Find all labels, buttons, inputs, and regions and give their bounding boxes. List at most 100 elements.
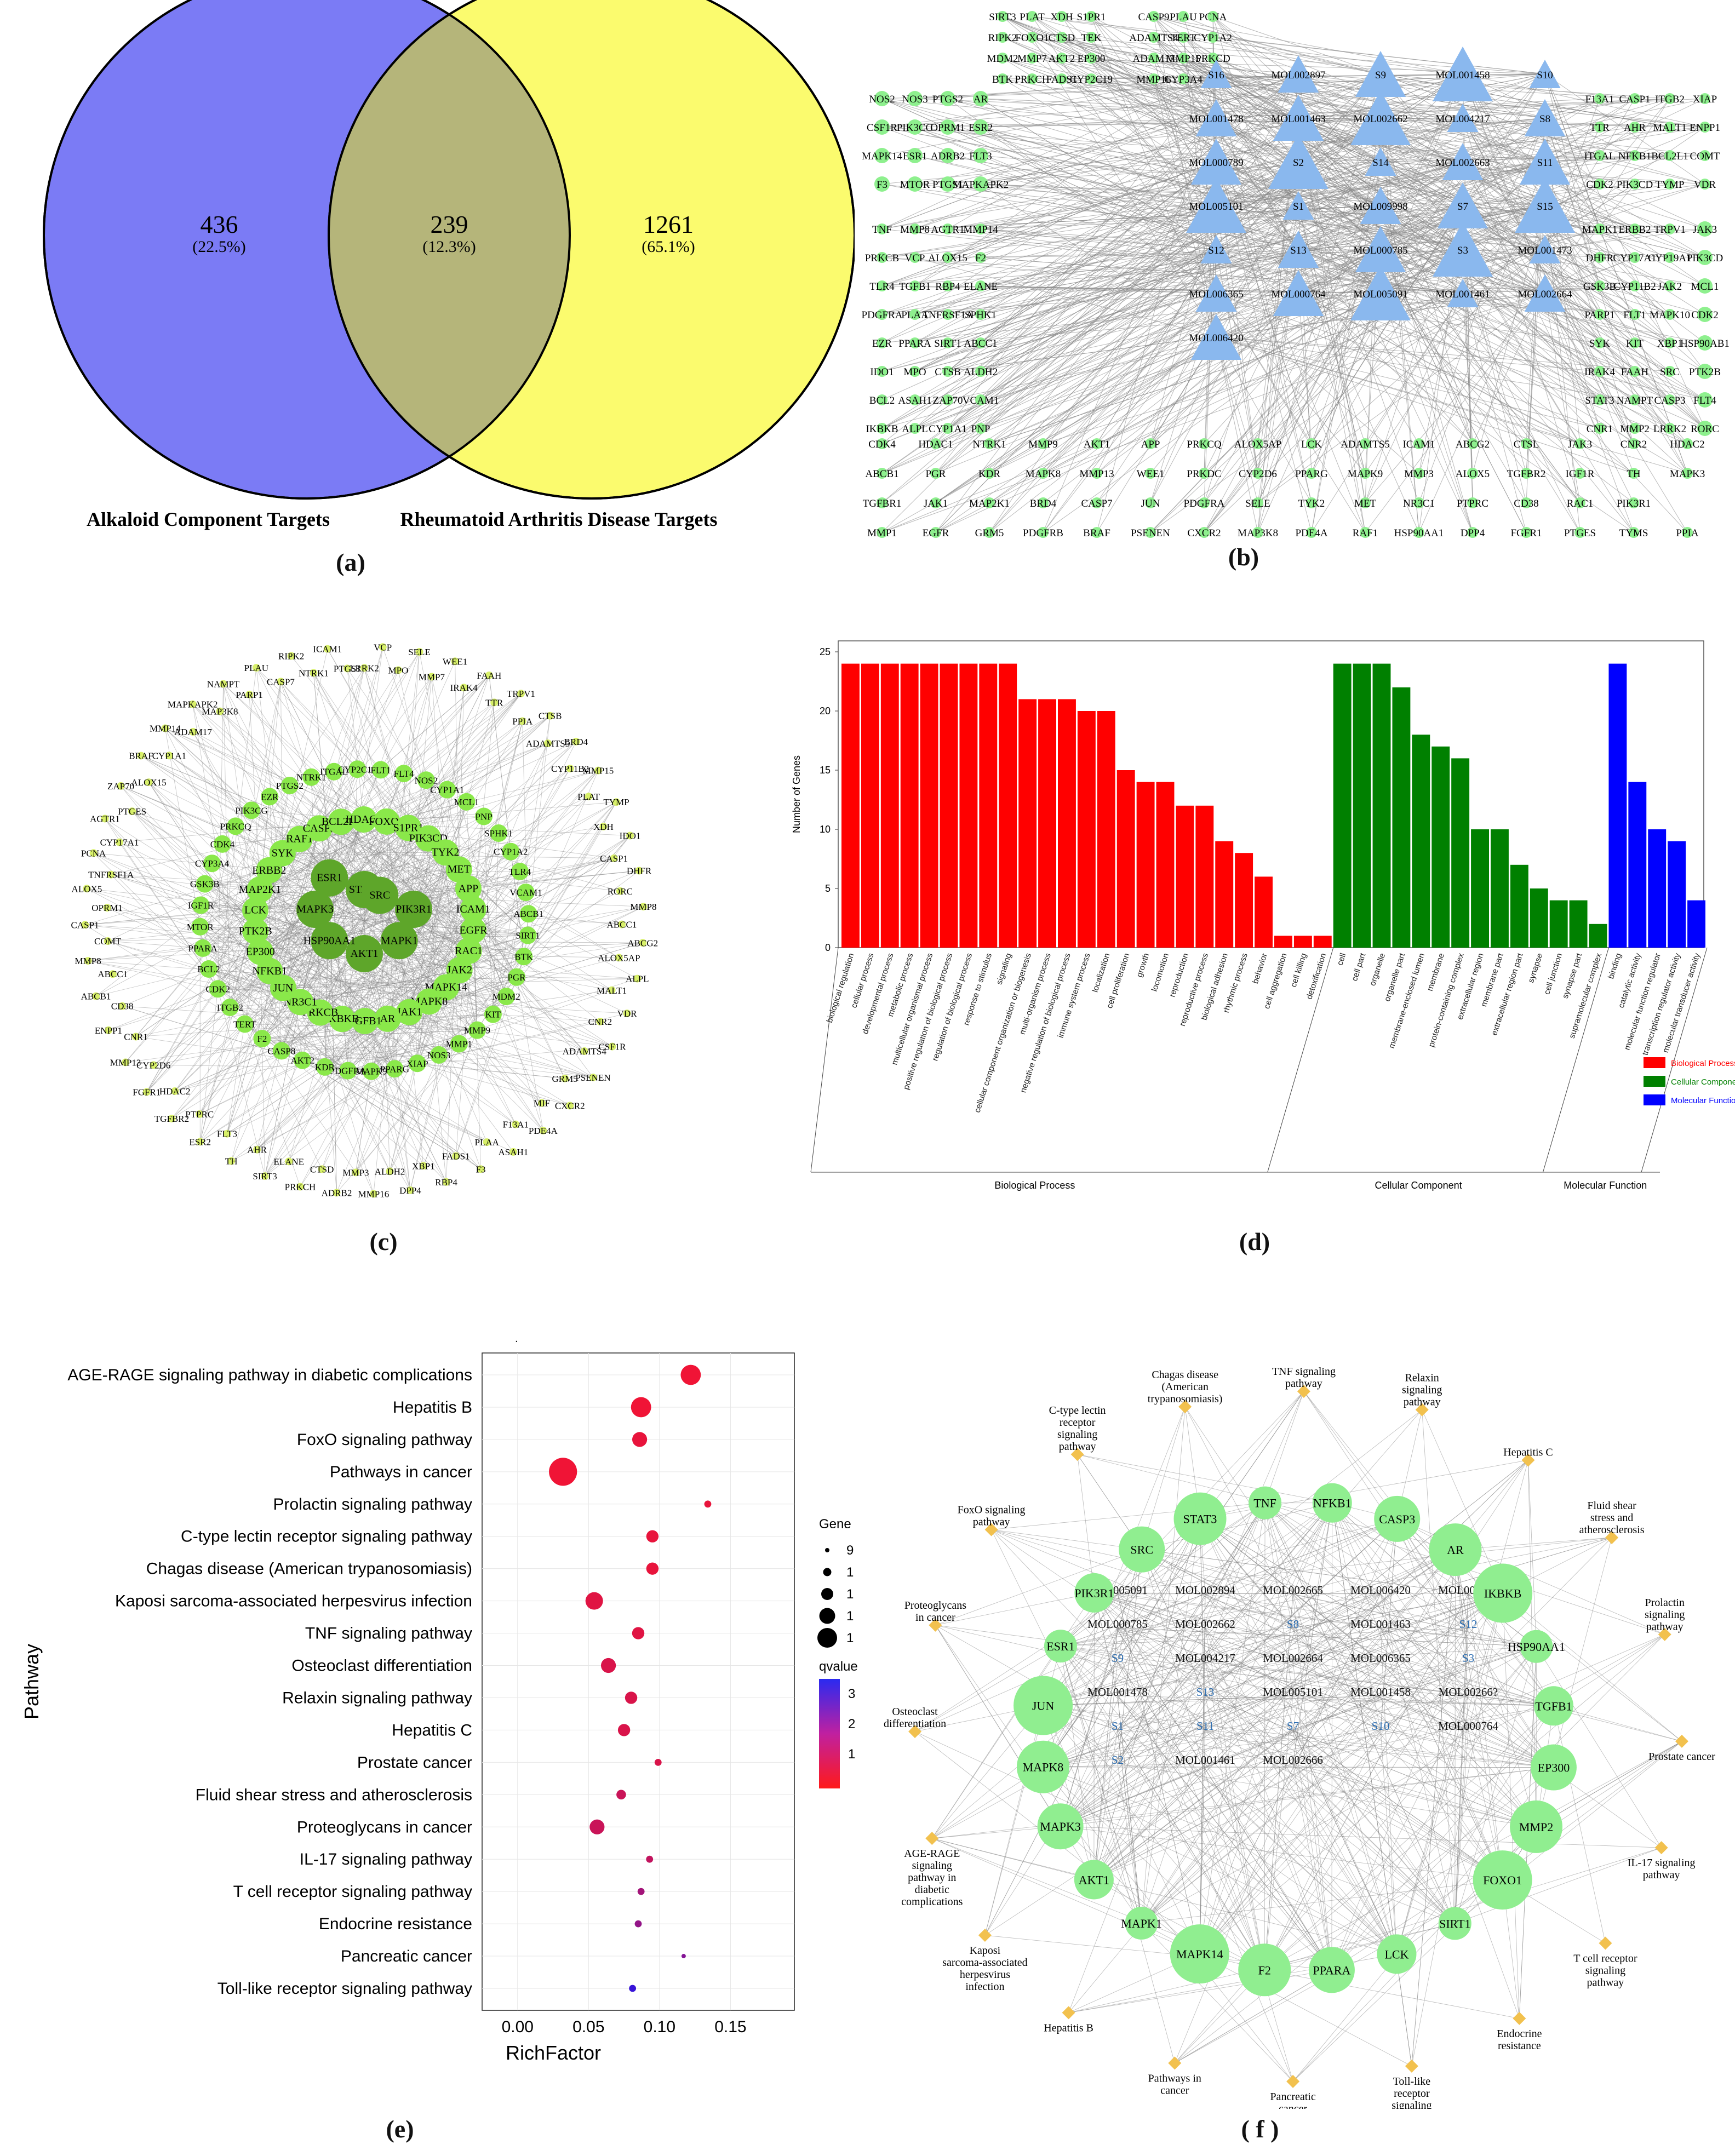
- gene-node-dot: [942, 252, 953, 263]
- ppi-node-dot: [639, 939, 647, 947]
- ppi-node-dot: [213, 835, 231, 853]
- pathway-label: Prostate cancer: [357, 1753, 472, 1771]
- gene-node-label: NOS2: [869, 94, 895, 105]
- ppi-node-label: CNR1: [124, 1031, 147, 1042]
- ppi-node: MPO: [388, 665, 409, 675]
- compound-node: S16: [1200, 60, 1232, 88]
- ppi-node-dot: [572, 737, 580, 746]
- pathway-label: cancer: [1160, 2084, 1189, 2096]
- gene-node: SELE: [1245, 497, 1270, 509]
- ppi-node-dot: [361, 876, 399, 914]
- gene-node-label: ALPL: [902, 423, 928, 435]
- panel-label-e: (e): [386, 2115, 414, 2143]
- compound-node: S13: [1278, 231, 1319, 268]
- target-node-dot: [1074, 1860, 1114, 1900]
- gene-node-dot: [1148, 73, 1159, 84]
- ppi-node-label: MMP8: [630, 902, 656, 912]
- ppi-node: RBP4: [435, 1177, 457, 1188]
- ppi-node: BCL2: [197, 960, 220, 978]
- gene-node-dot: [874, 91, 890, 106]
- pathway-label: Endocrine resistance: [319, 1915, 472, 1933]
- gene-node-label: AR: [974, 94, 988, 105]
- ppi-node: AR: [374, 1005, 401, 1032]
- gene-node-label: PTGS2: [932, 94, 963, 105]
- target-node: AKT1: [1074, 1860, 1114, 1900]
- compound-node: MOL001461: [1435, 279, 1490, 307]
- gene-node: MAP2K1: [969, 497, 1010, 509]
- pathway-label: pathway in: [908, 1872, 956, 1884]
- pathway-label: cancer: [1279, 2103, 1308, 2109]
- gene-node-dot: [909, 394, 920, 405]
- gene-node: FLT3: [969, 148, 992, 163]
- compound-triangle: [1190, 139, 1242, 185]
- ppi-node-label: XIAP: [406, 1058, 428, 1069]
- bar: [861, 663, 879, 948]
- ppi-node: NTRK1: [299, 668, 329, 678]
- gene-node: CYP3A4: [1164, 73, 1203, 85]
- ppi-node-dot: [245, 690, 254, 698]
- ppi-node-dot: [517, 884, 535, 902]
- ppi-node-dot: [306, 815, 333, 842]
- target-node-label: HSP90AA1: [1508, 1640, 1565, 1654]
- gene-node: SRC: [1660, 366, 1680, 378]
- gene-node: PRKCQ: [1187, 438, 1222, 450]
- gene-node-dot: [1252, 438, 1263, 449]
- gene-node-label: STAT3: [1585, 395, 1614, 406]
- ppi-node: HDAC2: [159, 1086, 191, 1097]
- pathway-dot: [629, 1985, 637, 1992]
- pathway-label: Pathways in: [1148, 2072, 1201, 2084]
- compound-node: MOL009998: [1353, 187, 1408, 224]
- gene-node-label: ADAM17: [1132, 53, 1175, 65]
- ppi-node-label: ICAM1: [456, 903, 490, 915]
- ppi-node-dot: [460, 684, 468, 692]
- ppi-node-label: ALDH2: [375, 1166, 405, 1177]
- ppi-node-label: ERBB2: [252, 864, 286, 876]
- gene-node: AR: [973, 91, 988, 106]
- pathway-label: pathway: [1643, 1869, 1680, 1881]
- pathway-label: T cell receptor signaling pathway: [233, 1883, 472, 1901]
- ppi-node: MMP8: [75, 956, 101, 966]
- ppi-node-dot: [247, 938, 274, 965]
- gene-node: PNP: [971, 423, 990, 435]
- ppi-node-label: PIK3CD: [409, 833, 448, 845]
- pathway-marker: [1297, 1385, 1310, 1398]
- gene-node-dot: [1038, 468, 1049, 479]
- compound-label: MOL004217: [1435, 113, 1490, 125]
- gene-node-label: F13A1: [1585, 94, 1614, 105]
- compound-node: MOL001463: [1271, 95, 1326, 141]
- gene-node: BCL2: [869, 394, 895, 406]
- gene-node-dot: [1682, 438, 1693, 449]
- bar: [841, 663, 860, 948]
- y-tick-label: 15: [820, 765, 831, 776]
- compound-triangle: [1200, 60, 1232, 88]
- gene-node: MAPKAPK2: [953, 176, 1009, 192]
- gene-node-dot: [877, 527, 887, 538]
- compound-triangle: [1433, 47, 1493, 101]
- ppi-node-label: ABCB1: [513, 909, 543, 919]
- ppi-node-label: CTSD: [310, 1164, 334, 1174]
- ppi-node-label: F2: [257, 1034, 267, 1044]
- gene-node-dot: [1594, 150, 1605, 161]
- gene-node-dot: [1178, 11, 1189, 22]
- gene-node-dot: [1594, 179, 1605, 190]
- ppi-node-label: PRKCH: [285, 1182, 316, 1192]
- gene-node-dot: [1413, 438, 1424, 449]
- compound-label: MOL001458: [1350, 1685, 1411, 1699]
- gene-node-label: CYP2C19: [1070, 74, 1113, 85]
- compound-node: MOL002664: [1518, 274, 1572, 312]
- ppi-node: FAAH: [477, 670, 501, 681]
- gene-node-dot: [1697, 307, 1713, 322]
- gene-node-dot: [1574, 527, 1585, 538]
- gene-node-label: CD38: [1514, 498, 1538, 509]
- gene-node: ALOX5AP: [1234, 438, 1281, 450]
- ppi-node-label: CYP17A1: [100, 838, 139, 848]
- gene-node-label: TTR: [1590, 122, 1610, 134]
- gene-node-label: MMP1: [867, 527, 897, 539]
- gene-node-dot: [930, 527, 941, 538]
- ppi-node: CNR2: [588, 1017, 612, 1027]
- gene-node-dot: [1629, 309, 1640, 320]
- pathway-label: Prolactin signaling pathway: [273, 1495, 472, 1513]
- ppi-node-label: PRKCB: [302, 1006, 339, 1018]
- gene-node-label: ALOX15: [928, 253, 967, 264]
- ppi-node-dot: [252, 664, 260, 672]
